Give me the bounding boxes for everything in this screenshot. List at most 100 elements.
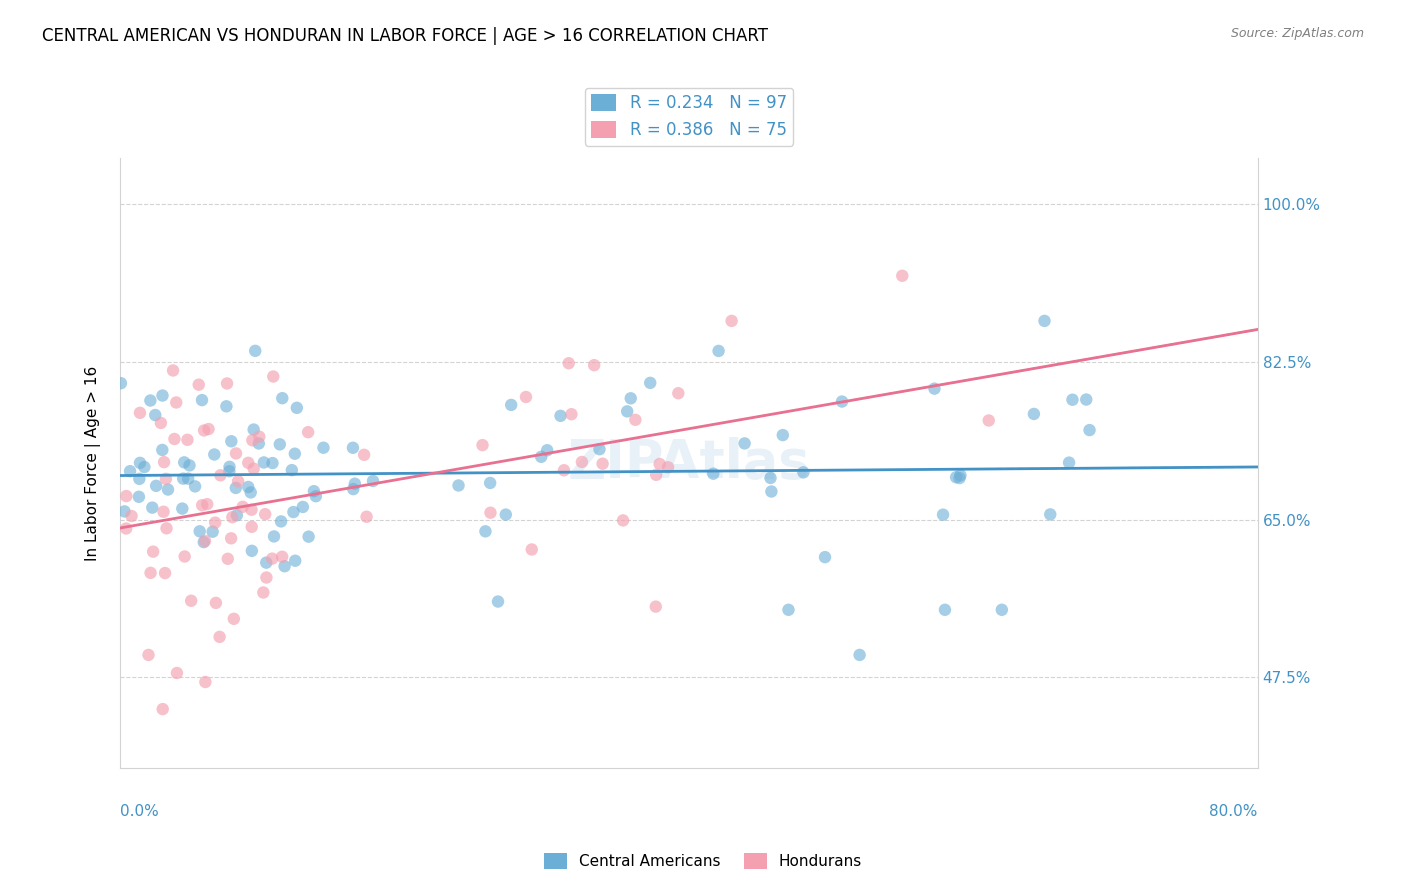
Point	[156, 483, 179, 497]
Point	[114, 504, 136, 518]
Point	[254, 556, 277, 570]
Point	[215, 376, 238, 391]
Point	[638, 376, 661, 390]
Point	[1039, 508, 1062, 522]
Point	[592, 457, 614, 471]
Point	[848, 648, 870, 662]
Point	[1062, 392, 1084, 407]
Point	[486, 594, 509, 608]
Point	[202, 448, 225, 462]
Point	[761, 484, 783, 499]
Point	[166, 665, 188, 680]
Point	[247, 436, 270, 450]
Point	[240, 502, 263, 516]
Point	[204, 516, 226, 530]
Point	[281, 463, 304, 477]
Point	[195, 497, 218, 511]
Point	[720, 314, 742, 328]
Point	[141, 500, 163, 515]
Point	[305, 489, 328, 503]
Point	[949, 468, 972, 483]
Point	[121, 508, 143, 523]
Point	[247, 430, 270, 444]
Point	[734, 436, 756, 450]
Point	[253, 455, 276, 469]
Point	[221, 510, 243, 524]
Point	[356, 509, 378, 524]
Point	[342, 441, 364, 455]
Point	[139, 393, 162, 408]
Point	[270, 515, 292, 529]
Point	[520, 542, 543, 557]
Point	[702, 467, 724, 481]
Point	[215, 400, 238, 414]
Point	[173, 455, 195, 469]
Point	[924, 382, 946, 396]
Point	[583, 358, 606, 372]
Point	[150, 442, 173, 457]
Point	[138, 648, 160, 662]
Text: 0.0%: 0.0%	[120, 804, 159, 819]
Point	[298, 530, 321, 544]
Point	[205, 596, 228, 610]
Point	[471, 438, 494, 452]
Point	[361, 474, 384, 488]
Point	[153, 566, 176, 580]
Legend: R = 0.234   N = 97, R = 0.386   N = 75: R = 0.234 N = 97, R = 0.386 N = 75	[585, 87, 793, 145]
Point	[194, 675, 217, 690]
Point	[226, 474, 249, 488]
Text: CENTRAL AMERICAN VS HONDURAN IN LABOR FORCE | AGE > 16 CORRELATION CHART: CENTRAL AMERICAN VS HONDURAN IN LABOR FO…	[42, 27, 768, 45]
Point	[271, 391, 294, 405]
Point	[152, 388, 174, 402]
Point	[254, 507, 277, 521]
Point	[553, 463, 575, 477]
Point	[238, 456, 260, 470]
Point	[209, 468, 232, 483]
Point	[588, 442, 610, 457]
Point	[707, 343, 730, 358]
Point	[245, 343, 267, 358]
Point	[225, 508, 247, 523]
Point	[530, 450, 553, 464]
Point	[644, 599, 666, 614]
Point	[142, 544, 165, 558]
Point	[353, 448, 375, 462]
Point	[155, 472, 177, 486]
Point	[831, 394, 853, 409]
Point	[173, 549, 195, 564]
Point	[645, 467, 668, 482]
Point	[193, 535, 215, 549]
Text: 80.0%: 80.0%	[1209, 804, 1258, 819]
Point	[240, 520, 263, 534]
Point	[191, 498, 214, 512]
Point	[945, 470, 967, 484]
Point	[624, 413, 647, 427]
Point	[128, 472, 150, 486]
Point	[239, 485, 262, 500]
Point	[1076, 392, 1098, 407]
Point	[501, 398, 523, 412]
Point	[191, 393, 214, 408]
Point	[129, 406, 152, 420]
Point	[252, 585, 274, 599]
Point	[240, 434, 263, 448]
Point	[342, 482, 364, 496]
Point	[188, 524, 211, 539]
Point	[225, 481, 247, 495]
Point	[115, 521, 138, 535]
Point	[129, 456, 152, 470]
Text: Source: ZipAtlas.com: Source: ZipAtlas.com	[1230, 27, 1364, 40]
Point	[242, 423, 264, 437]
Point	[143, 408, 166, 422]
Point	[201, 524, 224, 539]
Point	[179, 458, 201, 473]
Point	[242, 461, 264, 475]
Point	[479, 475, 502, 490]
Point	[1078, 423, 1101, 437]
Point	[550, 409, 572, 423]
Point	[263, 529, 285, 543]
Point	[991, 603, 1014, 617]
Point	[977, 413, 1000, 427]
Point	[479, 506, 502, 520]
Point	[1057, 456, 1080, 470]
